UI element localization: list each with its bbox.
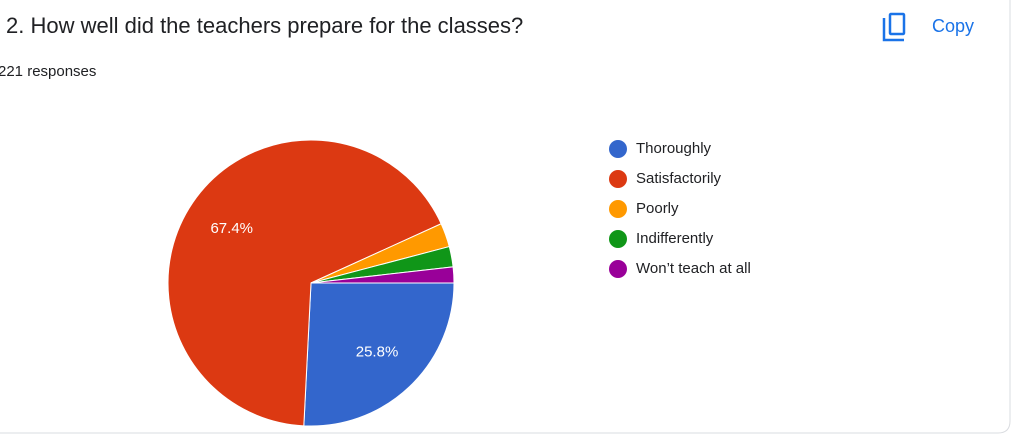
question-title: 2. How well did the teachers prepare for… <box>6 13 523 38</box>
legend-swatch <box>609 260 627 278</box>
legend-swatch <box>609 170 627 188</box>
legend-label: Thoroughly <box>636 140 712 157</box>
legend: Thoroughly Satisfactorily Poorly Indifferen… <box>609 140 751 278</box>
legend-swatch <box>609 200 627 218</box>
card-border <box>0 0 1011 434</box>
legend-label: Indifferently <box>636 230 714 247</box>
copy-button[interactable]: Copy <box>882 12 974 42</box>
legend-swatch <box>609 230 627 248</box>
legend-label: Poorly <box>636 200 679 217</box>
legend-label: Satisfactorily <box>636 170 722 187</box>
legend-label: Won’t teach at all <box>636 260 751 277</box>
pie: 25.8% 67.4% <box>167 139 455 427</box>
pie-slice <box>167 139 442 427</box>
legend-swatch <box>609 140 627 158</box>
slice-label: 67.4% <box>210 220 253 237</box>
slice-label: 25.8% <box>356 343 399 360</box>
copy-label[interactable]: Copy <box>932 16 974 36</box>
response-count: 221 responses <box>0 63 96 80</box>
pie-slice <box>303 282 455 427</box>
pie-slice <box>310 266 455 284</box>
